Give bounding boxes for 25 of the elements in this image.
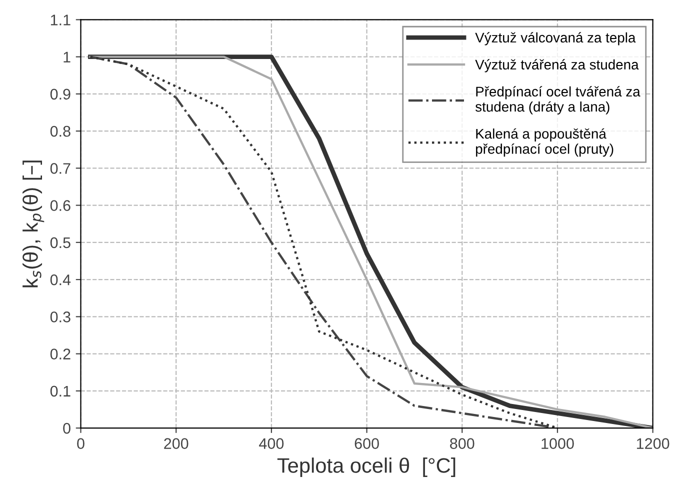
- legend-label: Předpínací ocel tvářená za studena (dráty a lana): [475, 86, 640, 114]
- y-tick-label: 0.7: [50, 163, 70, 174]
- legend-label: Výztuž tvářená za studena: [475, 59, 639, 72]
- y-tick-label: 1.1: [50, 14, 70, 26]
- x-tick-label: 800: [450, 438, 474, 449]
- x-tick-label: 200: [164, 438, 188, 449]
- y-tick-label: 0.1: [50, 386, 70, 397]
- y-tick-label: 1: [64, 52, 70, 62]
- x-tick-label: 1000: [542, 438, 574, 449]
- y-tick-label: 0.8: [50, 126, 70, 137]
- x-tick-label: 0: [77, 438, 84, 449]
- y-tick-label: 0.9: [50, 88, 70, 100]
- y-axis-title: k$_{s}$(θ), k$_{p}$(θ) [–]: [22, 160, 44, 288]
- legend-label: Výztuž válcovaná za tepla: [475, 32, 636, 46]
- y-tick-label: 0.3: [50, 312, 70, 322]
- y-tick-label: 0.4: [50, 274, 71, 286]
- x-tick-label: 1200: [636, 438, 670, 449]
- x-tick-label: 400: [259, 438, 284, 449]
- legend-label: Kalená a popouštěná předpínací ocel (pruty): [476, 128, 614, 157]
- y-tick-label: 0.6: [50, 200, 70, 211]
- y-tick-label: 0: [63, 422, 70, 434]
- y-tick-label: 0.5: [50, 237, 70, 248]
- x-tick-label: 600: [354, 438, 379, 449]
- y-tick-label: 0.2: [50, 348, 70, 360]
- x-axis-title: Teplota oceli θ [°C]: [277, 458, 456, 477]
